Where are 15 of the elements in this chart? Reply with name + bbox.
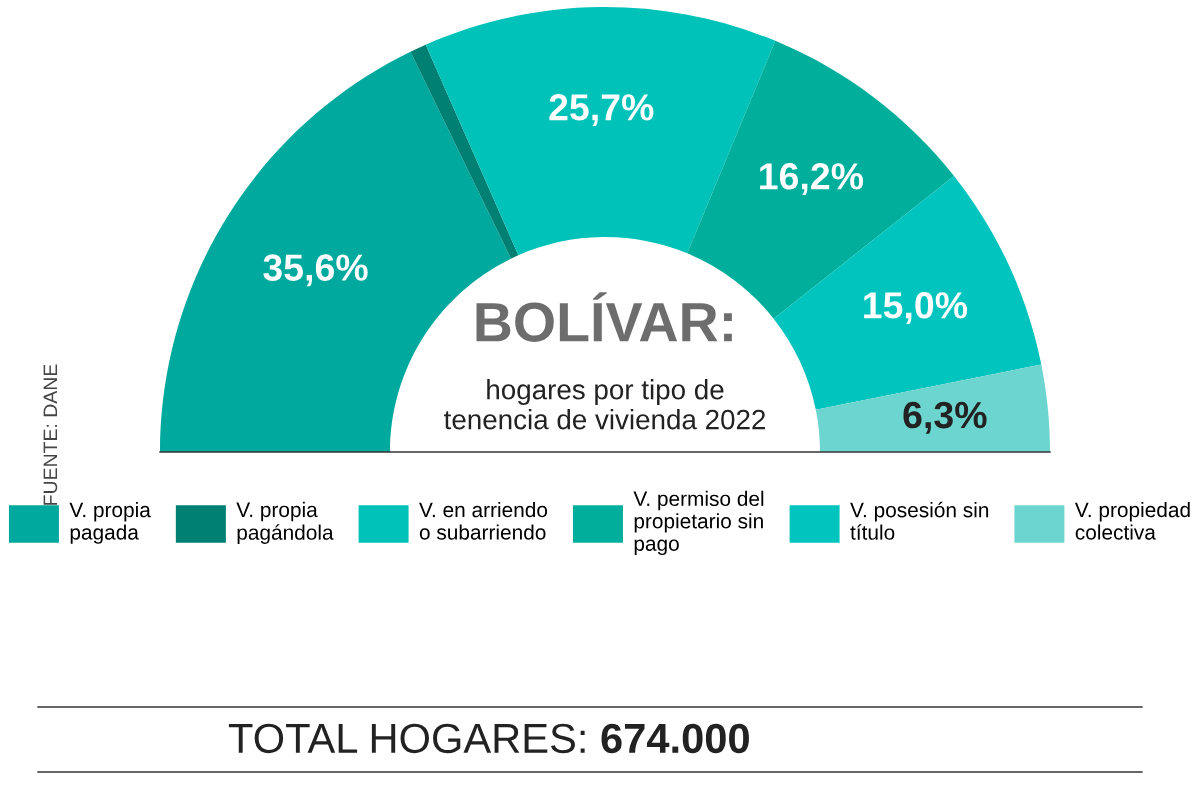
legend-label: V. propia pagándola bbox=[236, 501, 334, 544]
text: TOTAL HOGARES: 674.000 bbox=[228, 723, 749, 754]
data-label: 16,2% bbox=[760, 163, 864, 196]
legend-label: V. permiso del propietario sin pago bbox=[633, 490, 764, 556]
data-label: 25,7% bbox=[549, 94, 654, 127]
legend-label: V. propiedad colectiva bbox=[1074, 501, 1190, 540]
legend-label: V. propia pagada bbox=[69, 501, 151, 544]
data-label: 6,3% bbox=[903, 401, 987, 434]
data-label: 35,6% bbox=[263, 254, 368, 287]
text: hogares por tipo de tenencia de vivienda 2022 bbox=[444, 379, 766, 430]
legend-label: V. posesión sin título bbox=[850, 501, 989, 540]
legend-label: V. en arriendo o subarriendo bbox=[419, 501, 548, 540]
text: BOLÍVAR: bbox=[476, 292, 732, 342]
source-note: FUENTE: DANE bbox=[43, 364, 58, 505]
data-label: 15,0% bbox=[864, 292, 968, 325]
